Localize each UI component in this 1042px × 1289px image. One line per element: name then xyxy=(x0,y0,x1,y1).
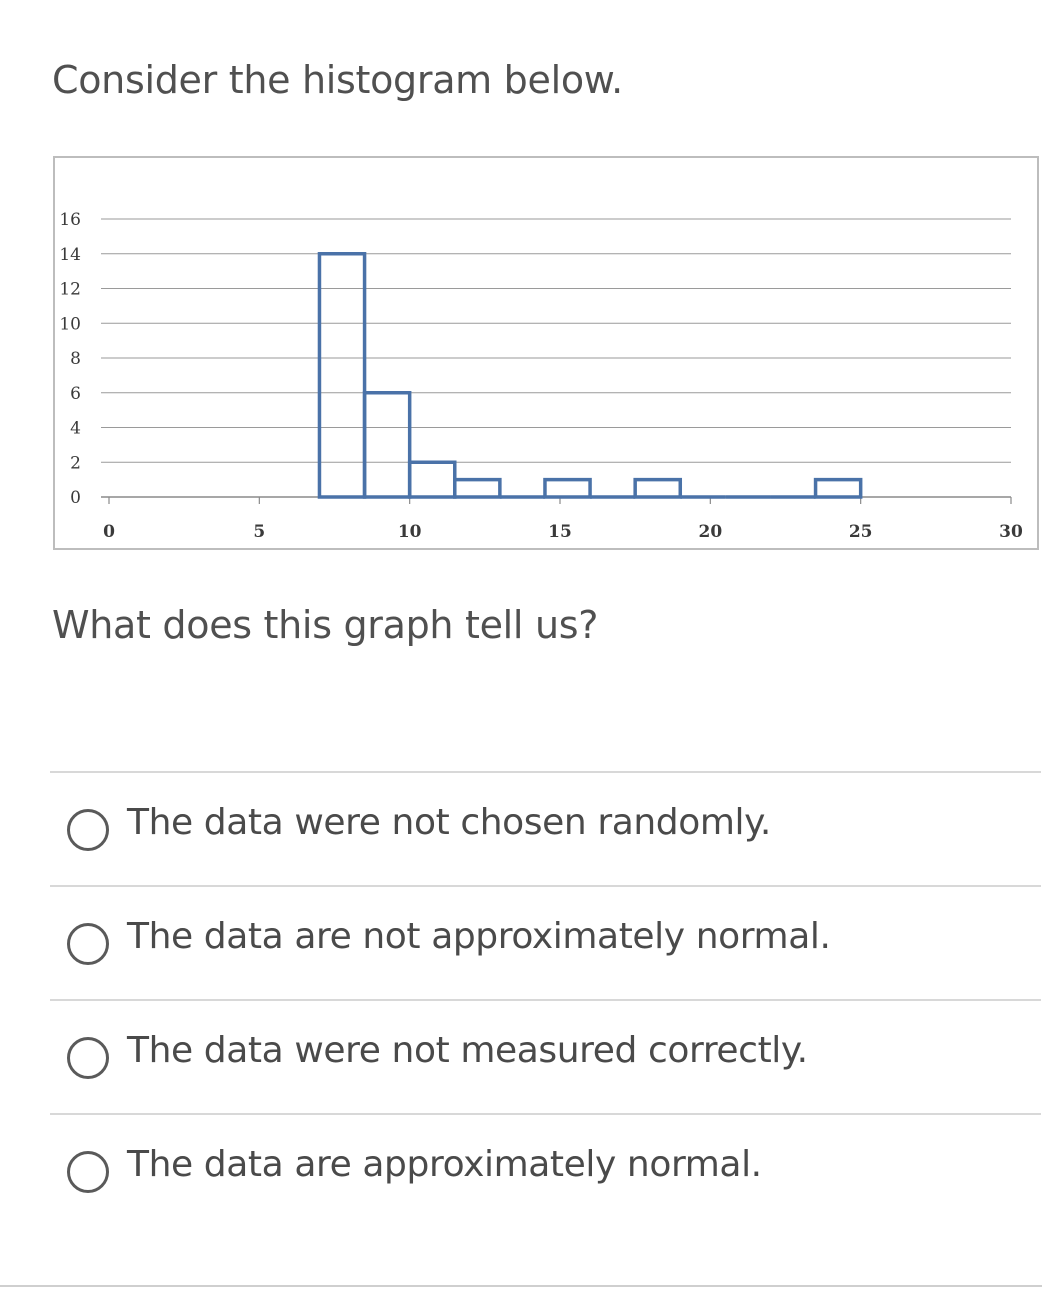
histogram-bar xyxy=(317,252,367,499)
histogram-bar xyxy=(407,460,457,499)
y-tick-label: 8 xyxy=(70,349,81,369)
answer-option-label: The data were not chosen randomly. xyxy=(127,802,771,843)
y-tick-label: 0 xyxy=(70,488,81,508)
radio-button[interactable] xyxy=(67,923,109,965)
answer-option-label: The data are approximately normal. xyxy=(127,1144,762,1185)
question-text: What does this graph tell us? xyxy=(52,603,599,647)
y-tick-label: 2 xyxy=(70,453,81,473)
histogram-bar xyxy=(453,477,502,499)
histogram-bar xyxy=(362,391,412,499)
y-tick-label: 14 xyxy=(59,245,81,265)
x-tick-label: 10 xyxy=(398,522,422,542)
y-tick-label: 12 xyxy=(59,280,81,300)
answer-option[interactable]: The data are approximately normal. xyxy=(50,1113,1041,1227)
x-tick-label: 15 xyxy=(548,522,572,542)
y-tick-label: 10 xyxy=(59,314,81,334)
y-tick-label: 16 xyxy=(59,210,81,230)
answer-option[interactable]: The data were not measured correctly. xyxy=(50,999,1041,1113)
radio-button[interactable] xyxy=(67,1151,109,1193)
x-tick-label: 30 xyxy=(999,522,1023,542)
x-tick-label: 0 xyxy=(103,522,115,542)
y-tick-label: 6 xyxy=(70,384,81,404)
bottom-divider xyxy=(0,1285,1042,1287)
histogram-svg: 0 2 4 6 8 10 12 14 16 0 5 10 15 20 25 30 xyxy=(59,210,1023,542)
x-tick-label: 5 xyxy=(253,522,265,542)
x-tick-label: 20 xyxy=(698,522,722,542)
radio-button[interactable] xyxy=(67,1037,109,1079)
histogram-chart: 0 2 4 6 8 10 12 14 16 0 5 10 15 20 25 30 xyxy=(53,156,1039,550)
x-tick-label: 25 xyxy=(849,522,873,542)
page-title: Consider the histogram below. xyxy=(52,58,623,102)
histogram-bar xyxy=(633,477,683,499)
histogram-bar xyxy=(813,477,863,499)
y-tick-label: 4 xyxy=(70,419,81,439)
answer-option[interactable]: The data were not chosen randomly. xyxy=(50,771,1041,885)
answer-option-label: The data were not measured correctly. xyxy=(127,1030,808,1071)
radio-button[interactable] xyxy=(67,809,109,851)
answer-options: The data were not chosen randomly. The d… xyxy=(50,771,1041,1227)
answer-option-label: The data are not approximately normal. xyxy=(127,916,831,957)
answer-option[interactable]: The data are not approximately normal. xyxy=(50,885,1041,999)
histogram-bar xyxy=(543,477,592,499)
